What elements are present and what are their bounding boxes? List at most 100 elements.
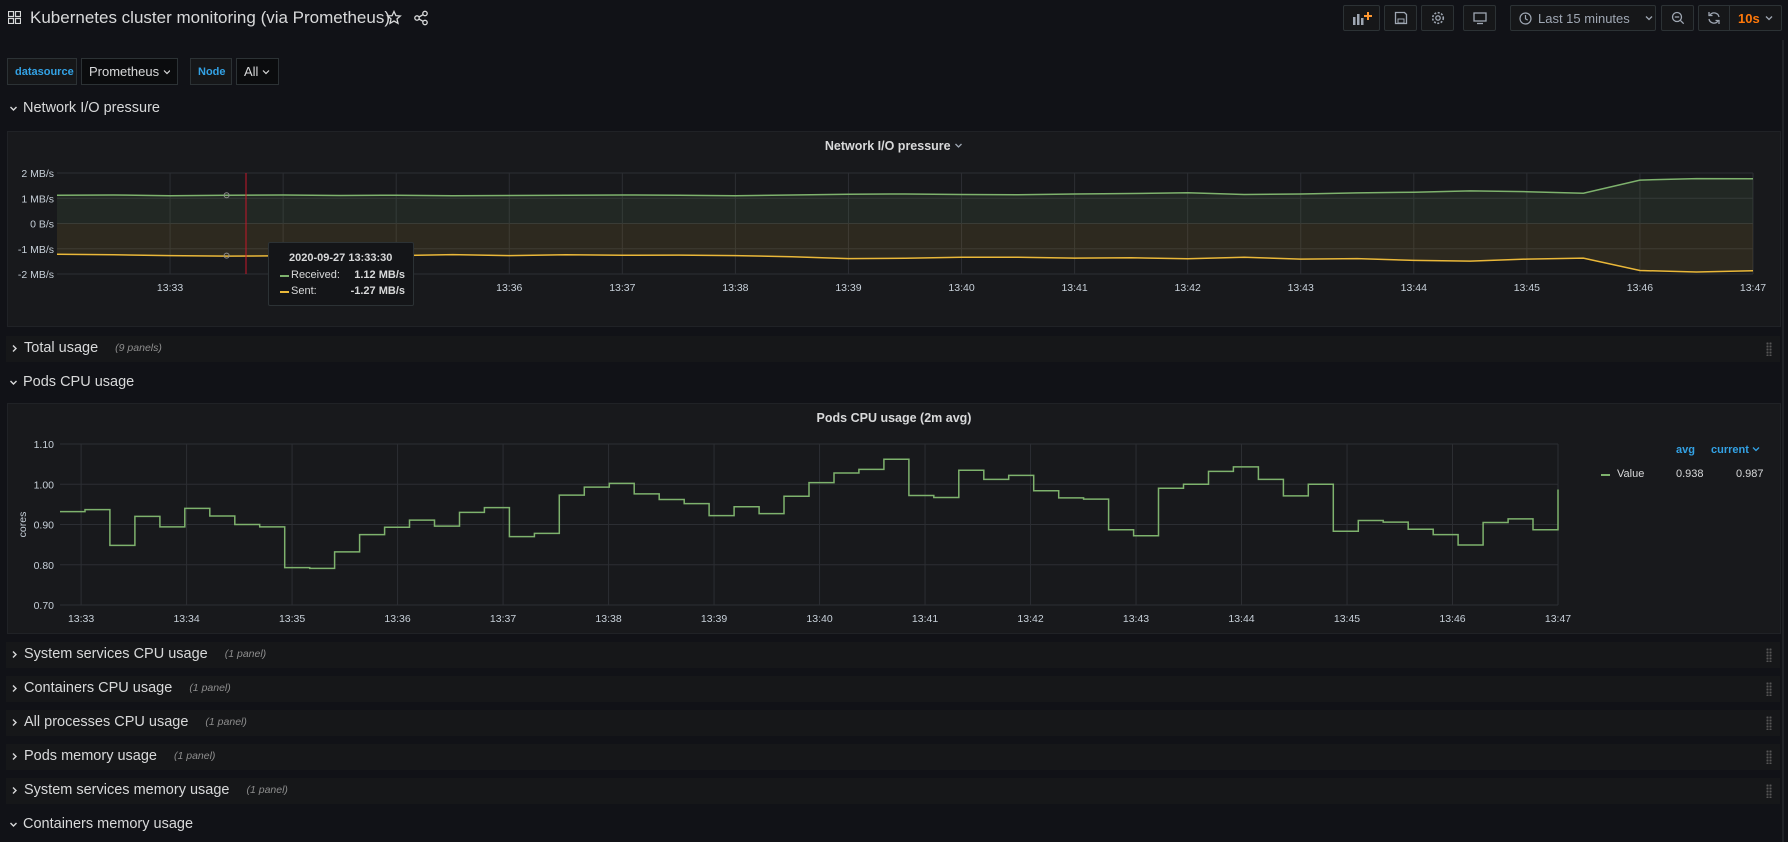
x-tick-label: 13:44 (1228, 613, 1254, 625)
dashboard-settings-button[interactable] (1421, 5, 1454, 31)
tooltip-time: 2020-09-27 13:33:30 (289, 252, 393, 264)
dashboard-header: Kubernetes cluster monitoring (via Prome… (0, 0, 1788, 38)
row-total-usage[interactable]: Total usage (9 panels) (6, 336, 1780, 362)
row-title: System services memory usage (24, 782, 230, 798)
y-tick-label: 2 MB/s (21, 168, 54, 180)
x-tick-label: 13:46 (1627, 282, 1653, 294)
share-icon[interactable] (413, 10, 429, 26)
drag-handle-icon[interactable] (1766, 716, 1772, 730)
y-tick-label: 0.70 (34, 600, 55, 612)
node-value: All (244, 64, 259, 79)
row-panel-count: (1 panel) (205, 716, 247, 728)
legend-current-header[interactable]: current (1711, 444, 1760, 456)
chevron-right-icon (12, 752, 17, 760)
tooltip-received-value: 1.12 MB/s (354, 269, 405, 281)
legend-series-value[interactable]: Value 0.938 0.987 (1593, 468, 1768, 482)
row-system-services-memory[interactable]: System services memory usage (1 panel) (6, 778, 1780, 804)
legend-current-value: 0.987 (1736, 468, 1764, 480)
x-tick-label: 13:40 (948, 282, 974, 294)
star-icon[interactable] (386, 10, 402, 26)
row-containers-memory[interactable]: Containers memory usage (9, 816, 193, 832)
row-title: All processes CPU usage (24, 714, 189, 730)
pods-cpu-panel: Pods CPU usage (2m avg) 1.10 1.00 0.90 0.80… (7, 403, 1781, 634)
x-tick-label: 13:36 (384, 613, 410, 625)
x-tick-label: 13:34 (173, 613, 199, 625)
row-containers-cpu[interactable]: Containers CPU usage (1 panel) (6, 676, 1780, 702)
graph-tooltip: 2020-09-27 13:33:30 Received: 1.12 MB/s … (268, 242, 414, 306)
x-tick-label: 13:38 (722, 282, 748, 294)
series-color-swatch (1601, 474, 1610, 476)
chevron-right-icon (12, 786, 17, 794)
drag-handle-icon[interactable] (1766, 648, 1772, 662)
refresh-button[interactable] (1699, 6, 1730, 30)
row-system-services-cpu[interactable]: System services CPU usage (1 panel) (6, 642, 1780, 668)
drag-handle-icon[interactable] (1766, 750, 1772, 764)
legend-avg-value: 0.938 (1676, 468, 1704, 480)
row-network-io[interactable]: Network I/O pressure (9, 100, 160, 116)
y-tick-label: 1.10 (34, 439, 55, 451)
dashboard-grid-icon[interactable] (8, 11, 21, 24)
panel-title-pods-cpu[interactable]: Pods CPU usage (2m avg) (816, 411, 972, 425)
x-tick-label: 13:47 (1740, 282, 1766, 294)
refresh-picker[interactable]: 10s (1698, 5, 1782, 31)
series-line-value (60, 458, 1559, 570)
node-select[interactable]: All (236, 58, 279, 85)
network-io-chart[interactable]: 2 MB/s 1 MB/s 0 B/s -1 MB/s -2 MB/s 13:33 13:3… (8, 132, 1782, 328)
cycle-view-mode-button[interactable] (1463, 5, 1496, 31)
y-tick-label: -2 MB/s (18, 269, 54, 281)
series-area-sent (57, 223, 1753, 272)
pods-cpu-chart[interactable]: 1.10 1.00 0.90 0.80 0.70 13:33 13:34 13:35 13:36… (8, 404, 1782, 635)
x-tick-label: 13:41 (912, 613, 938, 625)
network-io-panel: Network I/O pressure 2 MB/s 1 MB/s 0 B/s -1… (7, 131, 1781, 327)
hover-point-received (223, 192, 230, 199)
zoom-out-button[interactable] (1661, 5, 1694, 31)
x-tick-label: 13:35 (279, 613, 305, 625)
save-dashboard-button[interactable] (1384, 5, 1417, 31)
row-panel-count: (1 panel) (224, 648, 267, 660)
scrollbar[interactable] (1782, 40, 1784, 842)
x-tick-label: 13:40 (806, 613, 832, 625)
refresh-interval[interactable]: 10s (1738, 10, 1760, 26)
datasource-value: Prometheus (89, 64, 160, 79)
y-tick-label: 1 MB/s (21, 193, 54, 205)
add-panel-icon (1352, 12, 1372, 25)
received-legend-swatch (280, 275, 289, 277)
zoom-out-icon (1671, 11, 1684, 25)
series-area-received (57, 178, 1753, 224)
chevron-right-icon (12, 344, 17, 352)
y-tick-label: -1 MB/s (18, 244, 54, 256)
x-tick-label: 13:45 (1334, 613, 1360, 625)
row-title: Containers CPU usage (24, 680, 173, 696)
drag-handle-icon[interactable] (1766, 682, 1772, 696)
x-tick-label: 13:47 (1545, 613, 1571, 625)
time-range-label: Last 15 minutes (1538, 10, 1630, 26)
legend-series-name: Value (1617, 468, 1645, 480)
legend-avg-header[interactable]: avg (1676, 444, 1695, 456)
time-picker-button[interactable]: Last 15 minutes (1510, 5, 1656, 31)
drag-handle-icon[interactable] (1766, 784, 1772, 798)
x-tick-label: 13:41 (1061, 282, 1087, 294)
chevron-down-icon (1752, 447, 1760, 452)
dashboard-title[interactable]: Kubernetes cluster monitoring (via Prome… (30, 8, 390, 27)
row-pods-cpu[interactable]: Pods CPU usage (9, 374, 134, 390)
x-tick-label: 13:37 (609, 282, 635, 294)
x-tick-label: 13:38 (595, 613, 621, 625)
panel-title-network[interactable]: Network I/O pressure (8, 139, 1780, 153)
tooltip-received-label: Received: (291, 269, 340, 281)
row-pods-memory[interactable]: Pods memory usage (1 panel) (6, 744, 1780, 770)
row-all-processes-cpu[interactable]: All processes CPU usage (1 panel) (6, 710, 1780, 736)
chevron-down-icon (263, 69, 270, 74)
save-icon (1394, 11, 1407, 25)
chevron-right-icon (12, 684, 17, 692)
chevron-down-icon (1765, 16, 1773, 21)
x-tick-label: 13:36 (496, 282, 522, 294)
drag-handle-icon[interactable] (1766, 342, 1772, 356)
row-title: Pods CPU usage (23, 374, 135, 390)
node-variable-label: Node (190, 58, 232, 85)
chevron-down-icon (1645, 16, 1653, 21)
add-panel-button[interactable] (1343, 5, 1380, 31)
x-tick-label: 13:33 (157, 282, 183, 294)
x-tick-label: 13:33 (68, 613, 94, 625)
sent-legend-swatch (280, 291, 289, 293)
datasource-select[interactable]: Prometheus (81, 58, 178, 85)
